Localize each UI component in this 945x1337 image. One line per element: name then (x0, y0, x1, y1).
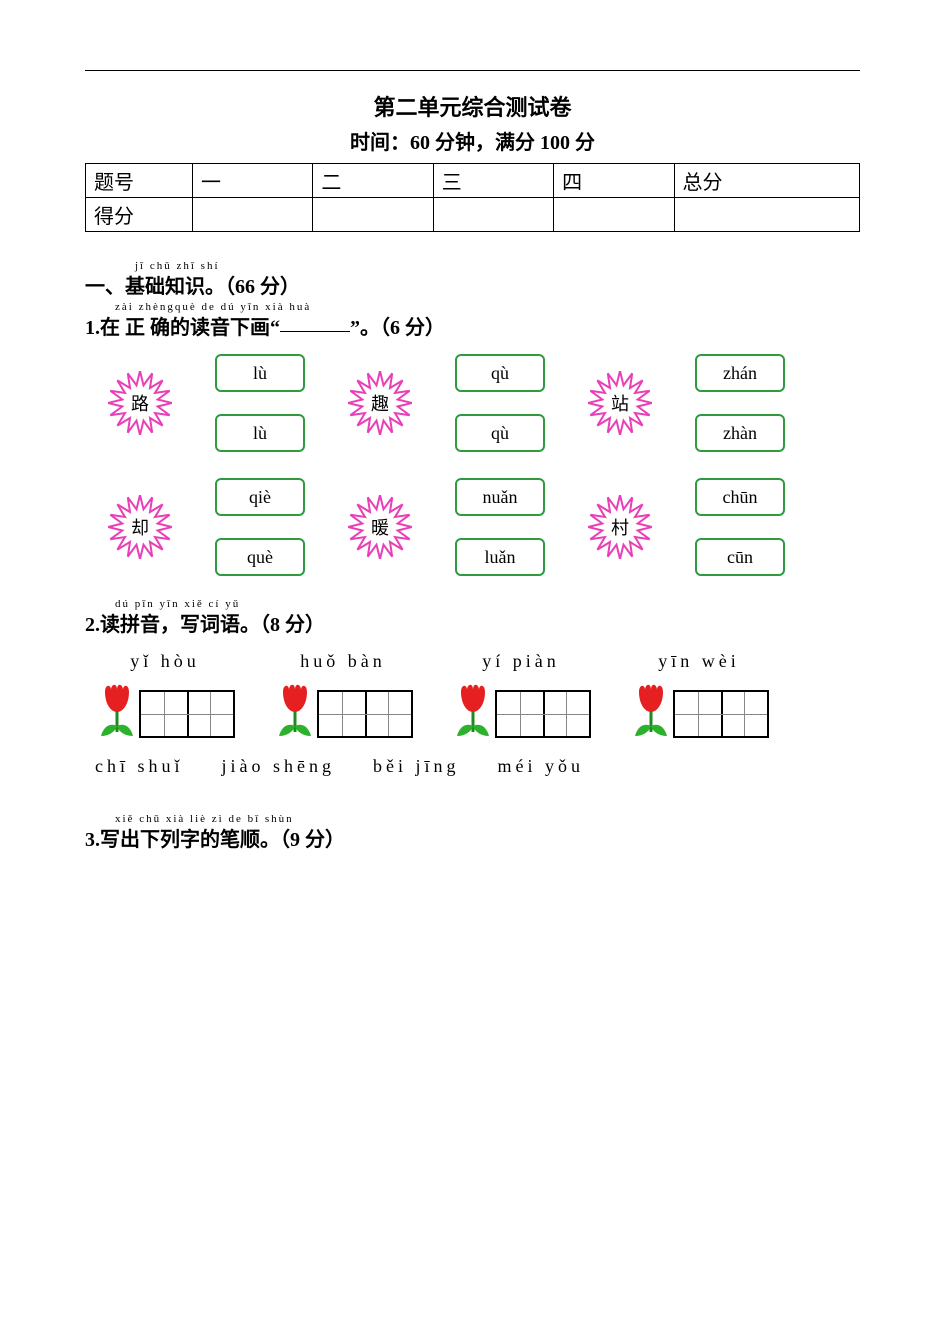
cell: 一 (193, 164, 313, 198)
word-pinyin: huǒ bàn (300, 651, 386, 672)
word-pinyin-label: jiào shēng (222, 756, 336, 787)
q1-text-post: ”。（6 分） (350, 317, 445, 339)
pinyin-option[interactable]: zhán (695, 354, 785, 392)
pinyin-option[interactable]: nuǎn (455, 478, 545, 516)
char-burst: 路 (108, 371, 172, 435)
q1-text-pre: 1.在 正 确的读音下画“ (85, 317, 280, 339)
main-title: 第二单元综合测试卷 (85, 90, 860, 122)
blank-underline[interactable] (280, 331, 350, 332)
q2-row: yǐ hòu huǒ bàn yí piàn (95, 651, 860, 738)
char-burst: 趣 (348, 371, 412, 435)
word-pinyin: yí piàn (482, 651, 560, 672)
table-row: 得分 (86, 198, 860, 232)
pinyin-option[interactable]: què (215, 538, 305, 576)
q3-block: xiě chū xià liè zì de bǐ shùn 3.写出下列字的笔顺… (85, 813, 860, 852)
cell-blank[interactable] (193, 198, 313, 232)
tulip-icon (629, 682, 673, 738)
word-pinyin: yīn wèi (658, 651, 740, 672)
title-block: 第二单元综合测试卷 时间：60 分钟，满分 100 分 (85, 90, 860, 155)
pinyin-option[interactable]: qù (455, 354, 545, 392)
cell: 四 (554, 164, 674, 198)
worksheet-page: 第二单元综合测试卷 时间：60 分钟，满分 100 分 题号 一 二 三 四 总… (0, 0, 945, 1337)
char-label: 村 (611, 514, 629, 540)
score-table: 题号 一 二 三 四 总分 得分 (85, 163, 860, 232)
char-label: 却 (131, 514, 149, 540)
word-pinyin-label: méi yǒu (498, 756, 585, 787)
pinyin-option[interactable]: lù (215, 354, 305, 392)
writing-grid[interactable] (317, 690, 413, 738)
write-word-item: yīn wèi (629, 651, 769, 738)
cell-blank[interactable] (433, 198, 553, 232)
tulip-grid (273, 682, 413, 738)
write-word-item: yí piàn (451, 651, 591, 738)
word-pinyin: yǐ hòu (130, 651, 200, 672)
cell-blank[interactable] (674, 198, 860, 232)
char-burst: 却 (108, 495, 172, 559)
pinyin-options: lù lù (215, 354, 305, 452)
tulip-icon (273, 682, 317, 738)
q2-row: chī shuǐ jiào shēng běi jīng méi yǒu (95, 756, 860, 787)
section-1: jī chǔ zhī shí 一、基础知识。（66 分） zài zhèngqu… (85, 260, 860, 852)
pinyin-options: qiè què (215, 478, 305, 576)
cell-blank[interactable] (313, 198, 433, 232)
pinyin-option[interactable]: chūn (695, 478, 785, 516)
q1-grid: 路 lù lù 趣 qù qù 站 zhán zhàn 却 qiè què 暖 nuǎn luǎn 村 chūn… (85, 354, 860, 576)
tulip-icon (95, 682, 139, 738)
writing-grid[interactable] (139, 690, 235, 738)
char-burst: 站 (588, 371, 652, 435)
word-pinyin: méi yǒu (498, 756, 585, 777)
word-pinyin: jiào shēng (222, 756, 336, 777)
pinyin-option[interactable]: qù (455, 414, 545, 452)
write-word-item: yǐ hòu (95, 651, 235, 738)
cell: 总分 (674, 164, 860, 198)
word-pinyin-label: běi jīng (373, 756, 460, 787)
cell: 二 (313, 164, 433, 198)
subtitle: 时间：60 分钟，满分 100 分 (85, 126, 860, 155)
tulip-grid (451, 682, 591, 738)
char-label: 站 (611, 390, 629, 416)
table-row: 题号 一 二 三 四 总分 (86, 164, 860, 198)
pinyin-option[interactable]: lù (215, 414, 305, 452)
char-label: 路 (131, 390, 149, 416)
pinyin-options: nuǎn luǎn (455, 478, 545, 576)
section-heading: 一、基础知识。（66 分） (85, 270, 860, 299)
q2-block: dú pīn yīn xiě cí yǔ 2.读拼音，写词语。（8 分） yǐ … (85, 598, 860, 787)
char-label: 趣 (371, 390, 389, 416)
write-word-item: huǒ bàn (273, 651, 413, 738)
tulip-grid (95, 682, 235, 738)
q1-heading: 1.在 正 确的读音下画“ ”。（6 分） (85, 311, 860, 340)
pinyin-option[interactable]: cūn (695, 538, 785, 576)
pinyin-option[interactable]: luǎn (455, 538, 545, 576)
cell-blank[interactable] (554, 198, 674, 232)
pinyin-option[interactable]: zhàn (695, 414, 785, 452)
pinyin-options: chūn cūn (695, 478, 785, 576)
word-pinyin-label: chī shuǐ (95, 756, 184, 787)
pinyin-option[interactable]: qiè (215, 478, 305, 516)
q2-heading: 2.读拼音，写词语。（8 分） (85, 608, 860, 637)
cell-label: 题号 (86, 164, 193, 198)
char-label: 暖 (371, 514, 389, 540)
char-burst: 村 (588, 495, 652, 559)
char-burst: 暖 (348, 495, 412, 559)
q3-heading: 3.写出下列字的笔顺。（9 分） (85, 823, 860, 852)
pinyin-options: qù qù (455, 354, 545, 452)
cell: 三 (433, 164, 553, 198)
word-pinyin: běi jīng (373, 756, 460, 777)
cell-label: 得分 (86, 198, 193, 232)
tulip-icon (451, 682, 495, 738)
writing-grid[interactable] (495, 690, 591, 738)
writing-grid[interactable] (673, 690, 769, 738)
top-rule (85, 70, 860, 71)
pinyin-options: zhán zhàn (695, 354, 785, 452)
tulip-grid (629, 682, 769, 738)
word-pinyin: chī shuǐ (95, 756, 184, 777)
